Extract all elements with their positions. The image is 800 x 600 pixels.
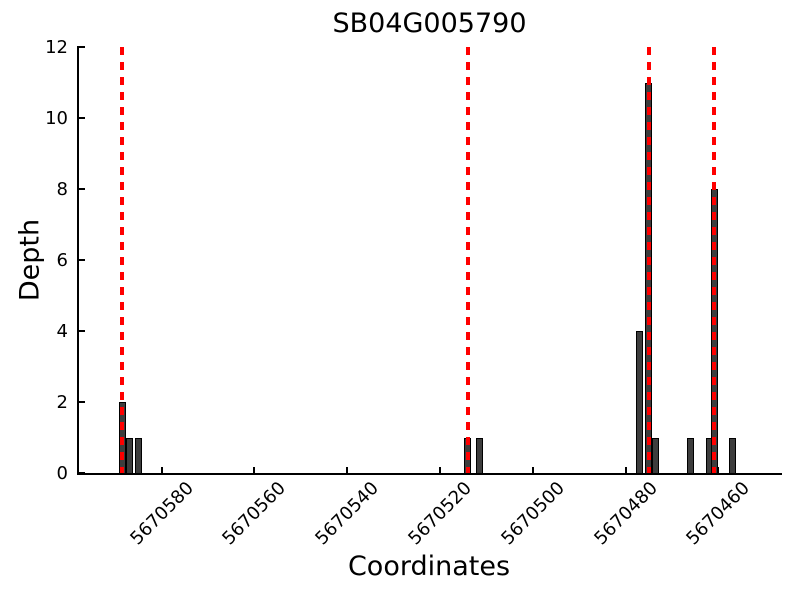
marker-vline	[646, 47, 651, 473]
y-tick-label: 4	[56, 320, 68, 342]
x-tick-label: 5670500	[497, 477, 569, 549]
x-axis-label: Coordinates	[347, 551, 511, 582]
depth-bar	[125, 437, 133, 473]
y-tick-label: 12	[45, 36, 68, 58]
y-tick-mark	[79, 46, 85, 48]
depth-bar	[635, 331, 643, 473]
y-tick-label: 2	[56, 391, 68, 413]
x-tick-mark	[624, 467, 627, 473]
chart-title: SB04G005790	[332, 8, 527, 39]
y-tick-label: 0	[56, 462, 68, 484]
y-axis-label: Depth	[14, 218, 46, 302]
y-tick-label: 6	[56, 249, 68, 271]
y-tick-label: 8	[56, 178, 68, 200]
x-tick-mark	[531, 467, 534, 473]
depth-bar	[728, 437, 736, 473]
x-tick-label: 5670520	[404, 477, 476, 549]
x-tick-label: 5670560	[218, 477, 291, 549]
x-tick-label: 5670540	[311, 477, 383, 549]
y-tick-mark	[79, 117, 85, 119]
y-tick-mark	[79, 188, 85, 190]
x-axis-spine	[77, 473, 782, 475]
x-tick-mark	[438, 467, 441, 473]
x-tick-label: 5670580	[125, 477, 198, 549]
depth-bar	[475, 437, 483, 473]
x-tick-mark	[346, 467, 349, 473]
depth-bar	[652, 437, 660, 473]
x-tick-label: 5670460	[682, 477, 755, 549]
depth-bar	[134, 437, 142, 473]
x-tick-mark	[253, 467, 256, 473]
y-tick-mark	[79, 259, 85, 261]
y-tick-mark	[79, 330, 85, 332]
x-tick-label: 5670480	[589, 477, 662, 549]
x-tick-mark	[717, 467, 720, 473]
marker-vline	[711, 47, 716, 473]
depth-bar	[687, 437, 694, 473]
marker-vline	[120, 47, 125, 473]
y-axis-spine	[77, 46, 79, 475]
y-tick-mark	[79, 401, 85, 403]
x-tick-mark	[160, 467, 163, 473]
y-tick-mark	[79, 472, 85, 474]
marker-vline	[465, 47, 470, 473]
y-tick-label: 10	[45, 107, 68, 129]
